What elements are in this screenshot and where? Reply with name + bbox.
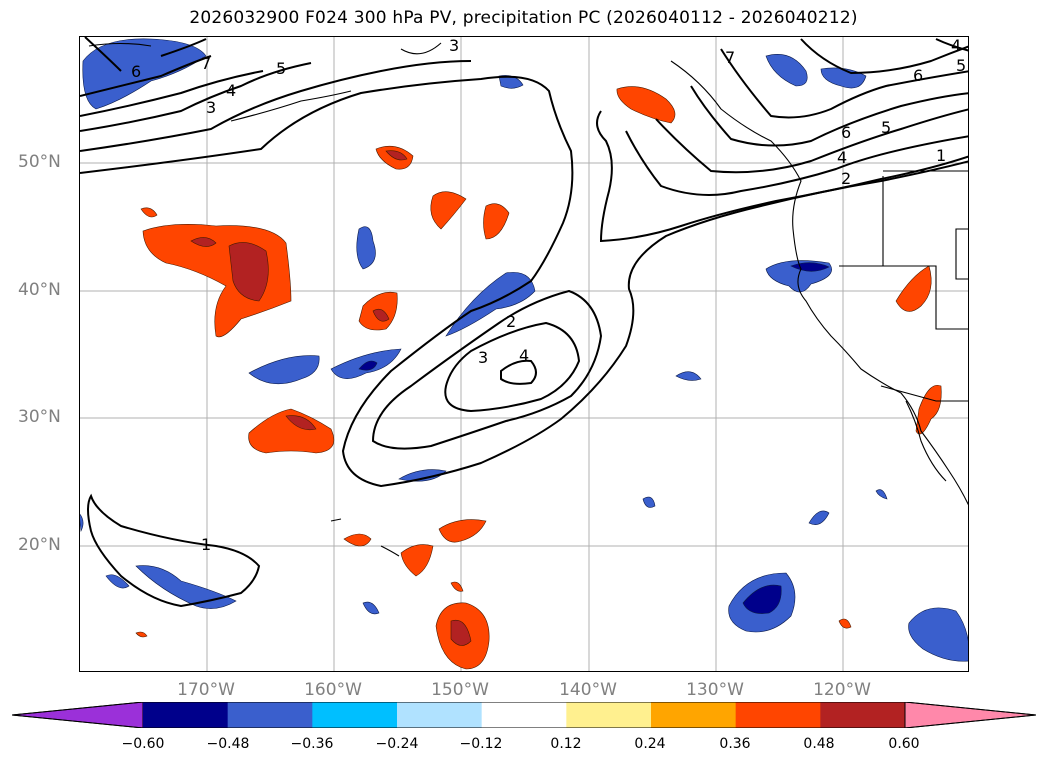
- colorbar-tick-label: −0.60: [121, 736, 165, 752]
- colorbar-tick-label: −0.36: [290, 736, 334, 752]
- lon-label-150w: 150°W: [431, 680, 489, 700]
- colorbar-segment: [397, 702, 483, 728]
- lon-label-140w: 140°W: [559, 680, 617, 700]
- pv-label-5-coast: 5: [881, 118, 891, 137]
- pv-label-1-coast: 1: [936, 146, 946, 165]
- colorbar: [12, 702, 1036, 728]
- pv-label-2-coast: 2: [841, 169, 851, 188]
- pv-contour-label-group: 6 7 5 4 3 3 7 6 5 4 6 5 4 2 1 2 3 4 1: [131, 37, 966, 554]
- pv-label-7-nw: 7: [201, 54, 211, 73]
- pv-label-5-ne: 5: [956, 56, 966, 75]
- colorbar-segments: [12, 702, 1036, 728]
- lon-label-160w: 160°W: [304, 680, 362, 700]
- colorbar-tick-label: 0.60: [888, 736, 920, 752]
- colorbar-segment: [143, 702, 229, 728]
- precip-positive-areas: [135, 86, 942, 670]
- map-title: 2026032900 F024 300 hPa PV, precipitatio…: [189, 8, 858, 28]
- colorbar-segment: [735, 702, 821, 728]
- lat-label-50n: 50°N: [18, 152, 61, 172]
- colorbar-tick-label: 0.36: [719, 736, 751, 752]
- pv-label-3-nw: 3: [206, 98, 216, 117]
- map-svg: 6 7 5 4 3 3 7 6 5 4 6 5 4 2 1 2 3 4 1: [80, 37, 968, 671]
- pv-label-5-nw: 5: [276, 59, 286, 78]
- lat-label-30n: 30°N: [18, 407, 61, 427]
- colorbar-tick-label: −0.12: [459, 736, 503, 752]
- coastlines: [88, 42, 968, 557]
- pv-label-7-ne: 7: [725, 48, 735, 67]
- pv-label-4-nw: 4: [226, 81, 236, 100]
- colorbar-extend-low: [12, 702, 144, 728]
- lon-label-170w: 170°W: [177, 680, 235, 700]
- lat-label-40n: 40°N: [18, 280, 61, 300]
- pv-label-1-sw: 1: [201, 535, 211, 554]
- colorbar-segment: [481, 702, 567, 728]
- colorbar-segment: [651, 702, 737, 728]
- graticule: [80, 37, 968, 671]
- colorbar-tick-label: 0.48: [803, 736, 835, 752]
- pv-label-2-center: 2: [506, 312, 516, 331]
- lat-label-20n: 20°N: [18, 535, 61, 555]
- map-panel[interactable]: 6 7 5 4 3 3 7 6 5 4 6 5 4 2 1 2 3 4 1: [79, 36, 969, 672]
- pv-label-4-center: 4: [519, 346, 529, 365]
- colorbar-tick-label: 0.12: [550, 736, 582, 752]
- colorbar-segment: [820, 702, 906, 728]
- colorbar-segment: [227, 702, 313, 728]
- colorbar-extend-high: [904, 702, 1036, 728]
- colorbar-segment: [312, 702, 398, 728]
- colorbar-tick-label: 0.24: [634, 736, 666, 752]
- pv-label-4-coast: 4: [837, 148, 847, 167]
- pv-contours: [80, 37, 968, 608]
- colorbar-tick-label: −0.24: [375, 736, 419, 752]
- pv-label-3-center: 3: [478, 348, 488, 367]
- pv-label-6-coast: 6: [841, 123, 851, 142]
- pv-label-3-n: 3: [449, 37, 459, 55]
- lon-label-130w: 130°W: [686, 680, 744, 700]
- colorbar-tick-label: −0.48: [206, 736, 250, 752]
- pv-label-4-ne: 4: [951, 37, 961, 55]
- colorbar-segment: [566, 702, 652, 728]
- lon-label-120w: 120°W: [813, 680, 871, 700]
- pv-label-6-nw: 6: [131, 62, 141, 81]
- pv-label-6-ne: 6: [913, 66, 923, 85]
